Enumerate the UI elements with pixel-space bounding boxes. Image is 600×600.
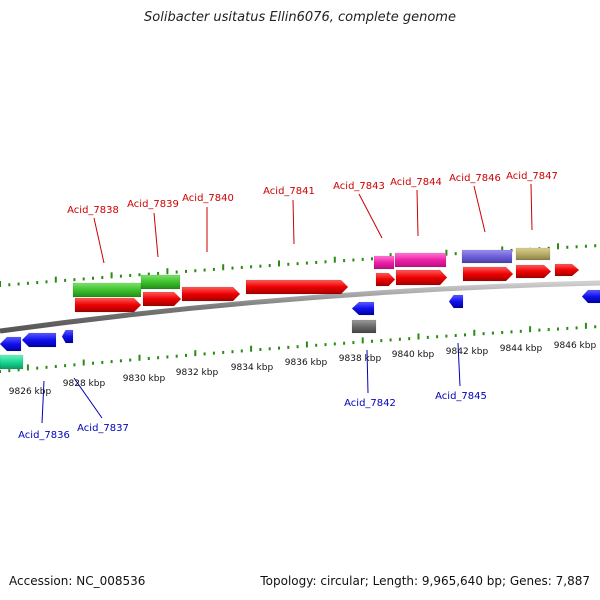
leader-line <box>457 342 461 387</box>
leader-line <box>41 380 45 424</box>
leader-line <box>73 377 103 419</box>
leader-line <box>93 217 105 264</box>
gene-arrow-blue-small[interactable] <box>61 329 74 344</box>
gene-block-magenta-1[interactable] <box>373 255 395 270</box>
scale-label: 9840 kbp <box>392 350 435 360</box>
gene-label[interactable]: Acid_7846 <box>449 173 501 184</box>
map-title: Solibacter usitatus Ellin6076, complete … <box>144 10 456 25</box>
gene-label[interactable]: Acid_7836 <box>18 430 70 441</box>
gene-label[interactable]: Acid_7838 <box>67 205 119 216</box>
gene-label[interactable]: Acid_7845 <box>435 391 487 402</box>
leader-line <box>473 185 486 233</box>
gene-arrow-acid-7836[interactable] <box>0 336 22 352</box>
gene-label[interactable]: Acid_7837 <box>77 423 129 434</box>
leader-line <box>292 199 295 245</box>
leader-line <box>358 193 383 239</box>
gene-arrow-acid-7840[interactable] <box>181 286 241 302</box>
gene-arrow-acid-7847[interactable] <box>515 264 552 279</box>
gene-block-magenta-2[interactable] <box>394 252 447 268</box>
scale-label: 9828 kbp <box>63 379 106 389</box>
label-leader-lines <box>41 183 533 424</box>
leader-line <box>416 189 419 237</box>
gene-arrow-acid-7844[interactable] <box>395 269 448 286</box>
gene-block-green-1[interactable] <box>72 282 142 298</box>
scale-label: 9830 kbp <box>123 374 166 384</box>
gene-label[interactable]: Acid_7844 <box>390 177 442 188</box>
leader-line <box>530 183 533 231</box>
gene-arrow-acid-7838[interactable] <box>74 297 142 313</box>
gene-label[interactable]: Acid_7841 <box>263 186 315 197</box>
gene-label[interactable]: Acid_7847 <box>506 171 558 182</box>
scale-label: 9846 kbp <box>554 341 597 351</box>
minus-strand-ticks <box>0 322 597 373</box>
scale-label: 9838 kbp <box>339 354 382 364</box>
gene-block-teal[interactable] <box>0 354 24 370</box>
gene-labels[interactable]: Acid_7836Acid_7837Acid_7838Acid_7839Acid… <box>18 171 558 441</box>
scale-label: 9832 kbp <box>176 368 219 378</box>
scale-labels: 9826 kbp 9828 kbp 9830 kbp 9832 kbp 9834 kbp… <box>9 341 597 397</box>
gene-block-purple[interactable] <box>461 249 513 264</box>
gene-label[interactable]: Acid_7843 <box>333 181 385 192</box>
gene-arrow-acid-7837[interactable] <box>21 332 57 348</box>
gene-label[interactable]: Acid_7840 <box>182 193 234 204</box>
genome-backbone <box>0 280 600 334</box>
gene-label[interactable]: Acid_7839 <box>127 199 179 210</box>
gene-arrow-red-edge[interactable] <box>554 263 580 277</box>
scale-label: 9844 kbp <box>500 344 543 354</box>
scale-label: 9836 kbp <box>285 358 328 368</box>
leader-line <box>366 349 369 394</box>
gene-features[interactable] <box>0 247 600 370</box>
gene-block-green-2[interactable] <box>140 274 181 290</box>
gene-arrow-acid-7843[interactable] <box>375 272 396 287</box>
accession-text: Accession: NC_008536 <box>9 574 146 588</box>
gene-label[interactable]: Acid_7842 <box>344 398 396 409</box>
scale-label: 9834 kbp <box>231 363 274 373</box>
gene-arrow-acid-7839[interactable] <box>142 291 182 307</box>
gene-arrow-blue-mid[interactable] <box>351 301 375 316</box>
topology-text: Topology: circular; Length: 9,965,640 bp… <box>260 574 590 588</box>
gene-block-khaki[interactable] <box>515 247 551 261</box>
gene-arrow-blue-edge[interactable] <box>581 289 600 304</box>
gene-arrow-blue-right[interactable] <box>448 294 464 309</box>
gene-arrow-acid-7841[interactable] <box>245 279 349 295</box>
leader-line <box>153 212 159 258</box>
scale-label: 9842 kbp <box>446 347 489 357</box>
gene-block-gray[interactable] <box>351 319 377 334</box>
gene-arrow-acid-7846[interactable] <box>462 266 514 282</box>
scale-label: 9826 kbp <box>9 387 52 397</box>
